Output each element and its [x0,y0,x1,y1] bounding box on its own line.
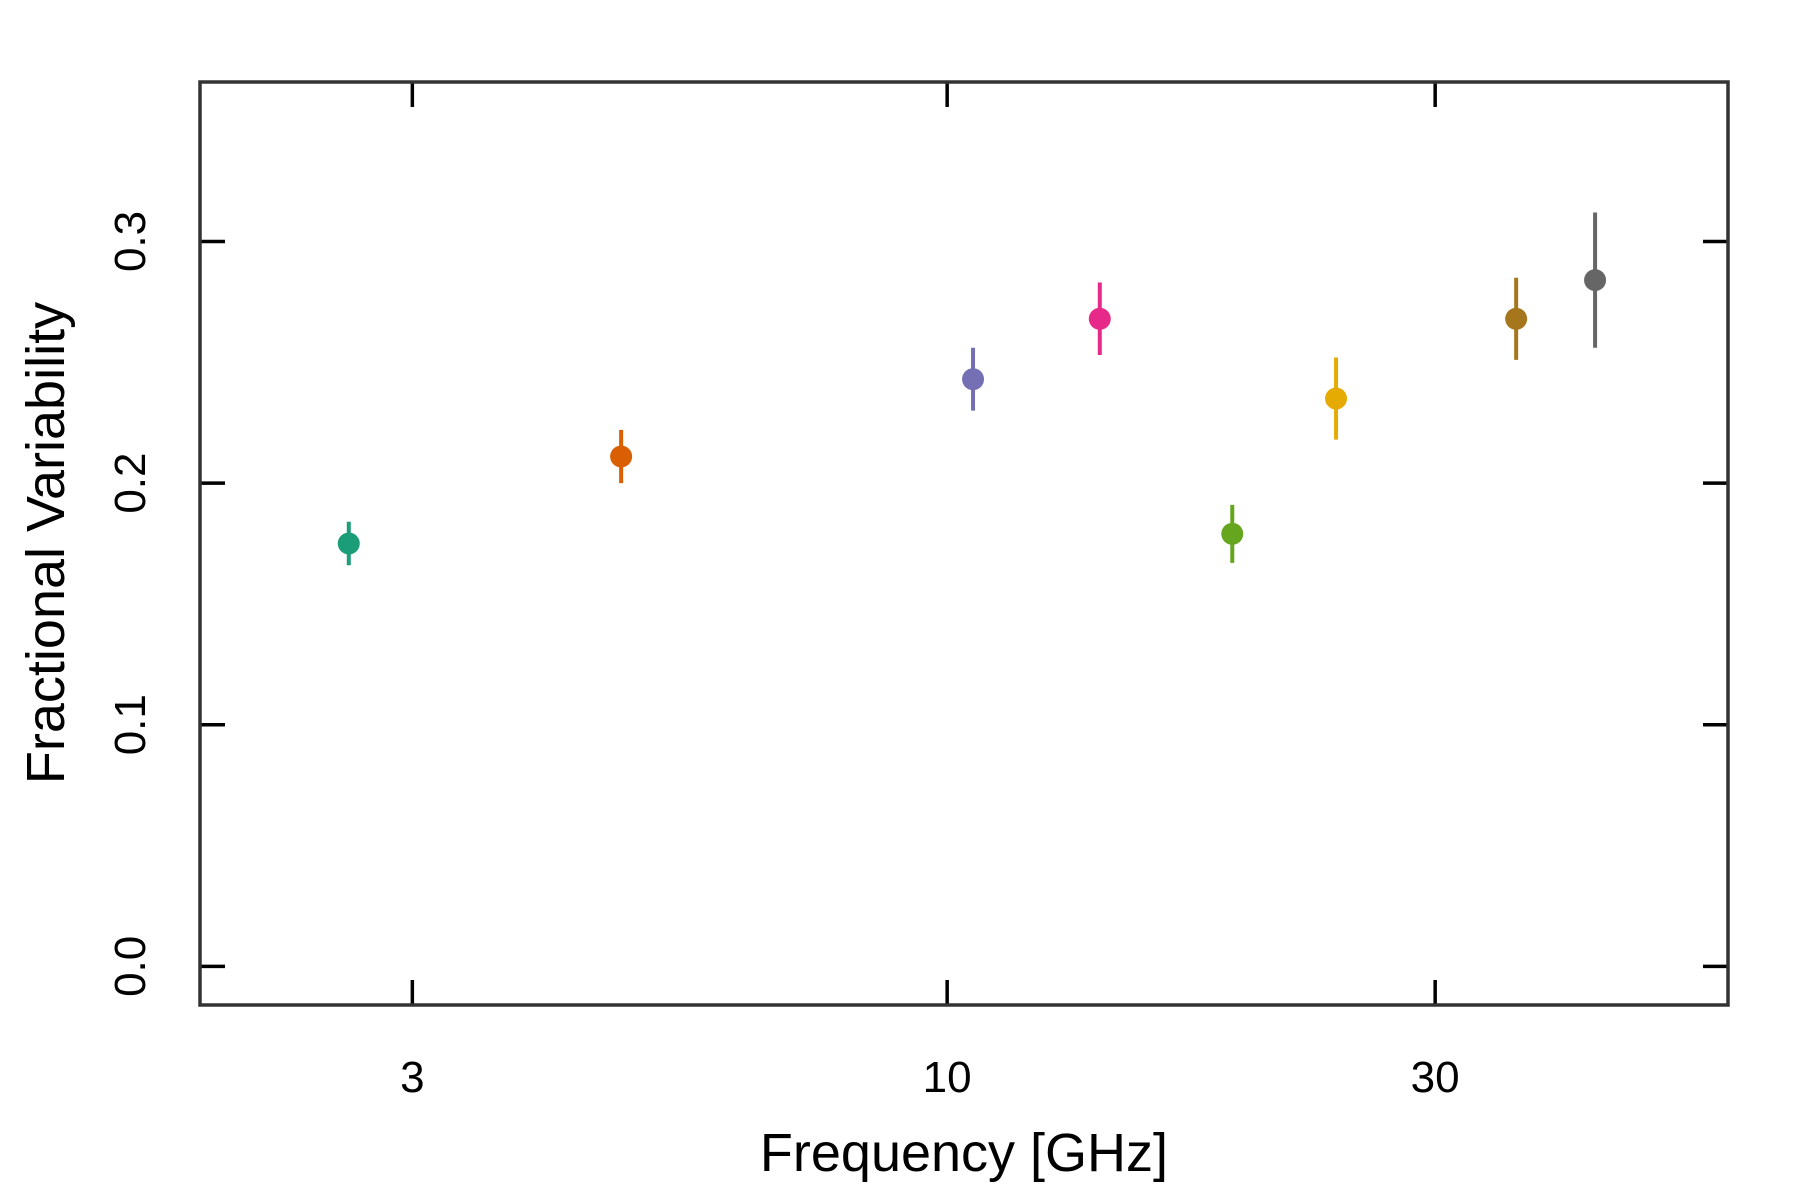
data-point [1584,269,1607,292]
tick-labels: 3 10 30 0.0 0.1 0.2 0.3 [106,211,1460,1102]
x-tick-label: 30 [1411,1053,1460,1102]
data-point [610,445,633,468]
y-tick-label: 0.3 [106,211,155,272]
data-point [1221,522,1244,545]
data-point [337,532,360,555]
data-point [1325,387,1348,410]
y-tick-label: 0.2 [106,453,155,514]
plot-frame [198,80,1730,1007]
data-points [337,212,1607,566]
x-tick-label: 10 [923,1053,972,1102]
data-point [1088,307,1111,330]
data-point [1505,307,1528,330]
axis-ticks [200,82,1728,1005]
x-axis-title: Frequency [GHz] [760,1123,1168,1183]
y-tick-label: 0.0 [106,936,155,997]
y-axis-title: Fractional Variability [16,302,76,784]
y-tick-label: 0.1 [106,694,155,755]
data-point [962,368,985,391]
x-tick-label: 3 [400,1053,424,1102]
